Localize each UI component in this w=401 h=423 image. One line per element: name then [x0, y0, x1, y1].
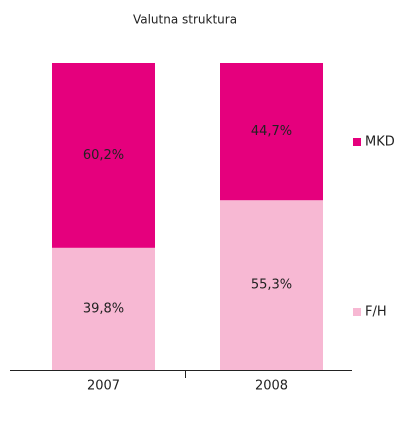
legend-label: MKD [365, 135, 395, 150]
x-tick-label: 2008 [255, 379, 288, 394]
bar-segment [52, 63, 155, 248]
value-label: 44,7% [251, 124, 292, 139]
value-label: 60,2% [83, 148, 124, 163]
bar-segment [220, 63, 323, 201]
x-tick-label: 2007 [87, 379, 120, 394]
legend-swatch [353, 308, 361, 316]
bar-segment [52, 247, 155, 370]
value-label: 55,3% [251, 278, 292, 293]
legend-label: F/H [365, 305, 387, 320]
value-label: 39,8% [83, 301, 124, 316]
chart-title: Valutna struktura [133, 13, 237, 27]
bar-segment [220, 200, 323, 370]
legend-swatch [353, 138, 361, 146]
